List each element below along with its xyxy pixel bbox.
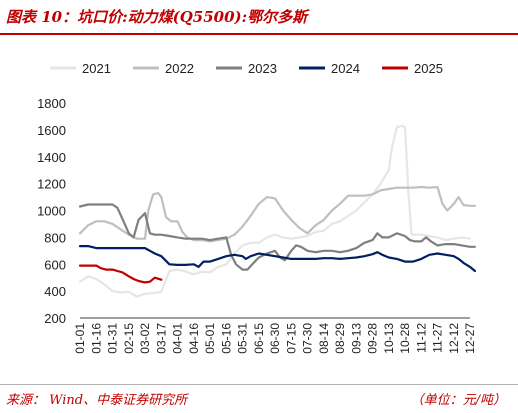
- x-tick-label: 05-31: [236, 323, 250, 354]
- y-tick-label: 400: [44, 284, 66, 299]
- y-axis: 200 400 600 800 1000 1200 1400 1600 1800: [37, 96, 66, 326]
- x-tick-label: 02-15: [122, 323, 136, 354]
- series-line-2023: [78, 203, 476, 271]
- y-tick-label: 1600: [37, 123, 66, 138]
- x-tick-label: 05-01: [203, 323, 217, 354]
- y-tick-label: 600: [44, 257, 66, 272]
- y-tick-label: 1000: [37, 204, 66, 219]
- x-tick-label: 07-15: [284, 323, 298, 354]
- x-tick-label: 06-30: [268, 323, 282, 354]
- legend-label-2021: 2021: [82, 61, 111, 76]
- legend: 2021 2022 2023 2024 2025: [50, 61, 443, 76]
- x-tick-label: 11-27: [431, 323, 445, 353]
- x-tick-label: 07-30: [301, 323, 315, 354]
- series-line-2022: [78, 185, 476, 243]
- x-axis: 01-01 01-16 01-31 02-15 03-02 03-17 04-01 04-16…: [73, 317, 477, 354]
- unit-note: （单位：元/吨）: [410, 393, 506, 408]
- x-tick-label: 01-01: [73, 323, 87, 354]
- x-tick-label: 04-16: [187, 323, 201, 354]
- x-tick-label: 08-29: [333, 323, 347, 354]
- y-tick-label: 1800: [37, 96, 66, 111]
- legend-label-2022: 2022: [165, 61, 194, 76]
- y-tick-label: 1200: [37, 177, 66, 192]
- x-tick-label: 08-14: [317, 323, 331, 354]
- source-note: 来源： Wind、中泰证券研究所: [6, 393, 188, 408]
- x-tick-label: 09-28: [366, 323, 380, 354]
- series-line-2021: [78, 124, 472, 298]
- legend-label-2023: 2023: [248, 61, 277, 76]
- title-divider: [0, 33, 518, 35]
- legend-label-2024: 2024: [331, 61, 360, 76]
- x-tick-label: 12-12: [447, 323, 461, 354]
- x-tick-label: 11-12: [414, 323, 428, 353]
- series-line-2024: [78, 245, 476, 273]
- series-line-2025: [78, 264, 163, 284]
- x-tick-label: 04-01: [171, 323, 185, 354]
- x-tick-label: 06-15: [252, 323, 266, 354]
- y-tick-label: 200: [44, 311, 66, 326]
- y-tick-label: 800: [44, 230, 66, 245]
- plot-area: [78, 124, 476, 298]
- figure-title: 图表 10：坑口价:动力煤(Q5500):鄂尔多斯: [6, 8, 308, 26]
- x-tick-label: 05-16: [219, 323, 233, 354]
- y-tick-label: 1400: [37, 150, 66, 165]
- x-tick-label: 01-31: [106, 323, 120, 354]
- x-tick-label: 12-27: [463, 323, 477, 354]
- legend-label-2025: 2025: [414, 61, 443, 76]
- x-tick-label: 09-13: [349, 323, 363, 354]
- x-tick-label: 01-16: [89, 323, 103, 354]
- source-divider: [0, 384, 518, 385]
- x-tick-label: 10-13: [382, 323, 396, 354]
- x-tick-label: 03-02: [138, 323, 152, 354]
- x-tick-label: 10-28: [398, 323, 412, 354]
- x-tick-label: 03-17: [154, 323, 168, 354]
